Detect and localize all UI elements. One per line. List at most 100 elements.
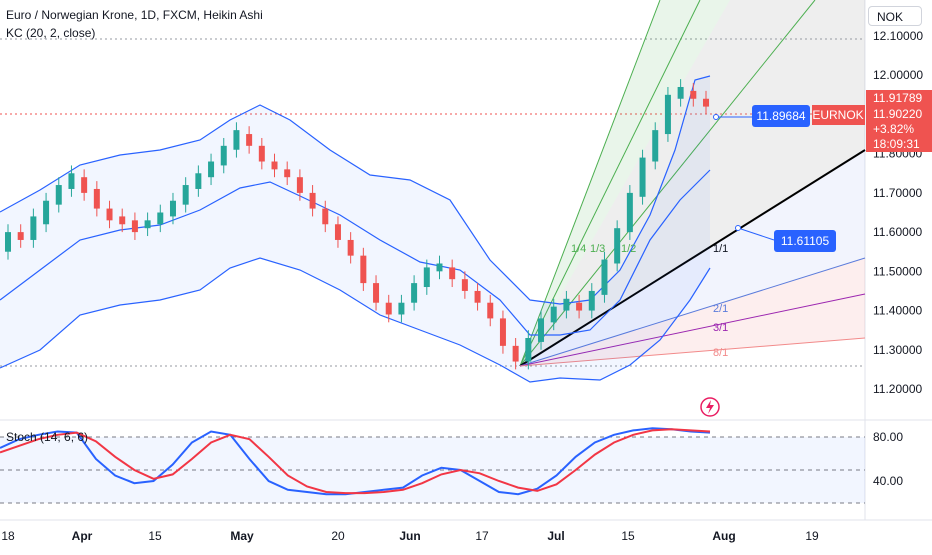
bull-candle [68,173,75,189]
fan-line-5 [519,293,866,367]
last-price-label: 11.90220 [873,107,922,121]
bear-candle [119,216,126,225]
bear-candle [271,161,278,170]
price-tick-label: 11.40000 [873,304,922,318]
stoch-label: Stoch (14, 6, 6) [6,430,89,444]
bear-candle [322,208,329,225]
time-tick-label: Aug [712,529,735,543]
time-tick-label: Apr [72,529,93,543]
bear-candle [309,192,316,209]
bear-candle [131,220,138,233]
fan-label-3-1: 3/1 [713,322,728,334]
channel-fill [0,76,710,382]
stoch-tick-label: 40.00 [873,474,903,488]
bear-candle [258,145,265,162]
fan-line-4 [519,257,866,367]
bull-candle [144,220,151,229]
callout-lower-value: 11.61105 [781,234,830,248]
fan-zone-green [520,0,730,366]
callout-lower-leader [737,227,775,241]
fan-label-1-3: 1/3 [590,243,605,255]
callout-upper-anchor [713,114,719,120]
bull-candle [626,192,633,233]
price-tick-label: 11.70000 [873,186,922,200]
bear-candle [334,224,341,240]
bear-candle [347,239,354,256]
time-tick-label: Jul [547,529,564,543]
stochastic-oscillator: 80.00 40.00 [0,427,903,504]
candles [5,79,709,370]
bear-candle [690,90,697,99]
time-tick-label: 18 [1,529,15,543]
bull-candle [588,290,595,311]
bull-candle [195,173,202,189]
time-tick-label: Jun [399,529,420,543]
bull-candle [677,86,684,99]
bull-candle [220,145,227,166]
time-tick-label: 15 [621,529,635,543]
bear-candle [499,318,506,346]
bear-candle [284,169,291,178]
bear-candle [512,345,519,362]
bear-candle [385,302,392,315]
fan-line-1 [519,0,701,367]
bull-candle [208,161,215,178]
callout-upper-value: 11.89684 [756,109,805,123]
fan-label-1-1: 1/1 [713,243,728,255]
change-label: +3.82% [873,122,914,136]
time-tick-label: 17 [475,529,489,543]
bull-candle [411,283,418,303]
chart-title: Euro / Norwegian Krone, 1D, FXCM, Heikin… [6,8,263,22]
time-tick-label: 19 [805,529,819,543]
bear-candle [461,279,468,291]
bull-candle [169,200,176,217]
bull-candle [55,185,62,205]
channel-upper-line [0,75,711,305]
stoch-d-line [0,428,711,495]
bear-candle [93,188,100,209]
price-high-label: 11.91789 [873,91,922,105]
bear-candle [449,267,456,280]
time-axis[interactable]: 18 Apr 15 May 20 Jun 17 Jul 15 Aug 19 [1,529,819,543]
fan-line-3 [519,149,866,367]
channel-lower-line [0,257,711,383]
price-tick-label: 11.30000 [873,343,922,357]
callout-lower-box[interactable] [774,230,836,252]
time-tick-label: 20 [331,529,345,543]
bear-candle [106,208,113,221]
indicator-label: KC (20, 2, close) [6,26,96,40]
fan-label-8-1: 8/1 [713,347,728,359]
bull-candle [614,228,621,264]
bull-candle [43,200,50,225]
bull-candle [601,259,608,295]
callout-lower-anchor [735,225,741,231]
bull-candle [550,306,557,323]
bull-candle [5,232,11,252]
bull-candle [652,130,659,162]
fan-label-2-1: 2/1 [713,303,728,315]
bear-candle [360,255,367,284]
stoch-tick-label: 80.00 [873,430,903,444]
price-tick-label: 12.10000 [873,29,923,43]
bull-candle [233,130,240,150]
bull-candle [30,216,37,240]
bull-candle [182,185,189,205]
price-tick-label: 11.50000 [873,264,922,278]
price-axis[interactable]: 12.1000012.0000011.8000011.7000011.60000… [873,29,923,396]
bear-candle [373,283,380,303]
bear-candle [246,134,253,146]
bull-candle [436,263,443,272]
bear-candle [81,177,88,193]
bull-candle [398,302,405,315]
price-tick-label: 11.60000 [873,225,922,239]
fan-line-6 [519,337,866,367]
bull-candle [639,157,646,197]
callout-upper-box[interactable] [752,105,810,127]
bull-candle [157,212,164,225]
bear-candle [576,302,583,311]
bear-candle [703,98,709,107]
time-tick-label: 15 [148,529,162,543]
currency-selector[interactable]: NOK [868,6,922,26]
